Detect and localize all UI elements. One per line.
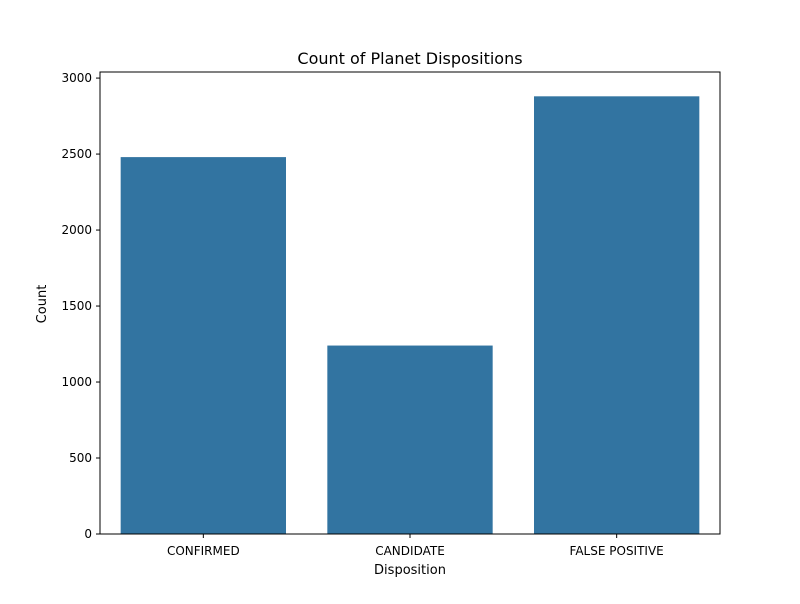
y-tick-label: 2000 [61,223,92,237]
bar-confirmed [120,157,287,534]
bar-false-positive [534,96,700,534]
y-axis: 0 500 1000 1500 2000 2500 3000 [61,71,100,541]
x-tick-label: FALSE POSITIVE [570,544,664,558]
y-tick-label: 3000 [61,71,92,85]
chart-title: Count of Planet Dispositions [297,49,522,68]
x-tick-label: CANDIDATE [375,544,445,558]
y-axis-label: Count [35,285,50,324]
plot-frame [99,71,721,535]
bars-group [120,96,700,534]
x-axis: CONFIRMED CANDIDATE FALSE POSITIVE [167,534,664,558]
y-tick-label: 0 [84,527,92,541]
y-tick-label: 1000 [61,375,92,389]
y-tick-label: 500 [69,451,92,465]
x-axis-label: Disposition [374,563,446,578]
x-tick-label: CONFIRMED [167,544,240,558]
y-tick-label: 2500 [61,147,92,161]
y-tick-label: 1500 [61,299,92,313]
bar-candidate [327,345,493,534]
